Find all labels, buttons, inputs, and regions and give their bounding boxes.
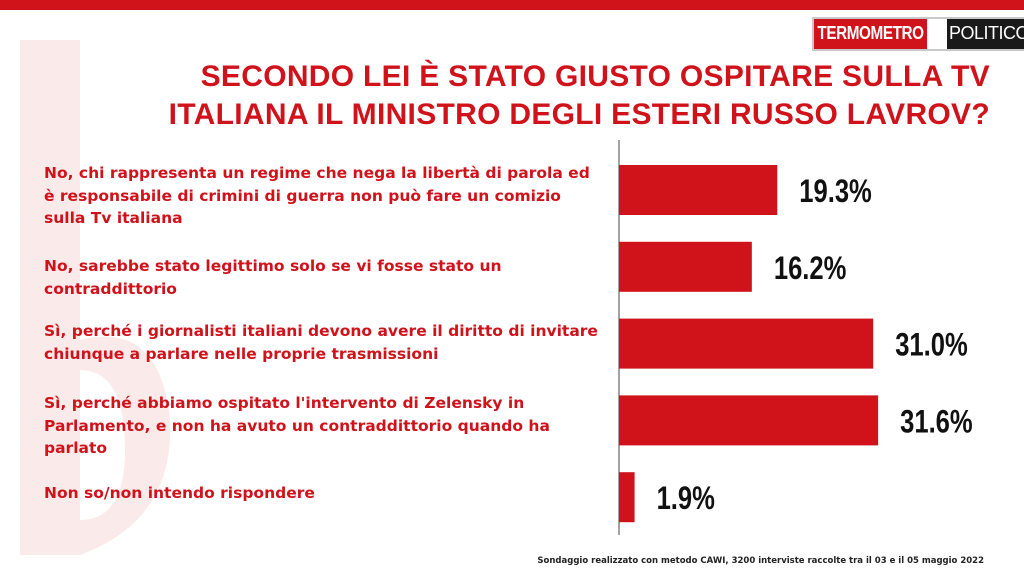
- data-label-1: 19.3%: [799, 174, 872, 209]
- data-label-2: 16.2%: [774, 251, 847, 286]
- bar-2: [619, 241, 752, 292]
- category-label-5: Non so/non intendo rispondere: [44, 484, 315, 502]
- chart-title: SECONDO LEI È STATO GIUSTO OSPITARE SULL…: [40, 58, 990, 134]
- category-label-4: Sì, perché abbiamo ospitato l'intervento…: [44, 394, 550, 457]
- termometro-politico-logo: TERMOMETRO POLITICO: [812, 17, 1024, 51]
- source-note: Sondaggio realizzato con metodo CAWI, 32…: [537, 556, 984, 566]
- title-line-1: SECONDO LEI È STATO GIUSTO OSPITARE SULL…: [200, 60, 990, 93]
- category-label-2: No, sarebbe stato legittimo solo se vi f…: [44, 257, 502, 298]
- top-accent-bar: [0, 0, 1024, 10]
- bar-3: [619, 318, 874, 369]
- category-label-1: No, chi rappresenta un regime che nega l…: [44, 164, 590, 227]
- title-line-2: ITALIANA IL MINISTRO DEGLI ESTERI RUSSO …: [168, 98, 990, 131]
- category-label-3: Sì, perché i giornalisti italiani devono…: [44, 322, 598, 363]
- data-label-4: 31.6%: [900, 405, 973, 440]
- watermark-logo: [20, 40, 171, 555]
- data-label-5: 1.9%: [657, 482, 715, 517]
- bar-4: [619, 395, 879, 446]
- bar-5: [619, 472, 635, 523]
- logo-text-termometro: TERMOMETRO: [814, 19, 928, 49]
- data-label-3: 31.0%: [895, 328, 968, 363]
- logo-text-politico: POLITICO: [947, 19, 1024, 49]
- bar-1: [619, 165, 778, 215]
